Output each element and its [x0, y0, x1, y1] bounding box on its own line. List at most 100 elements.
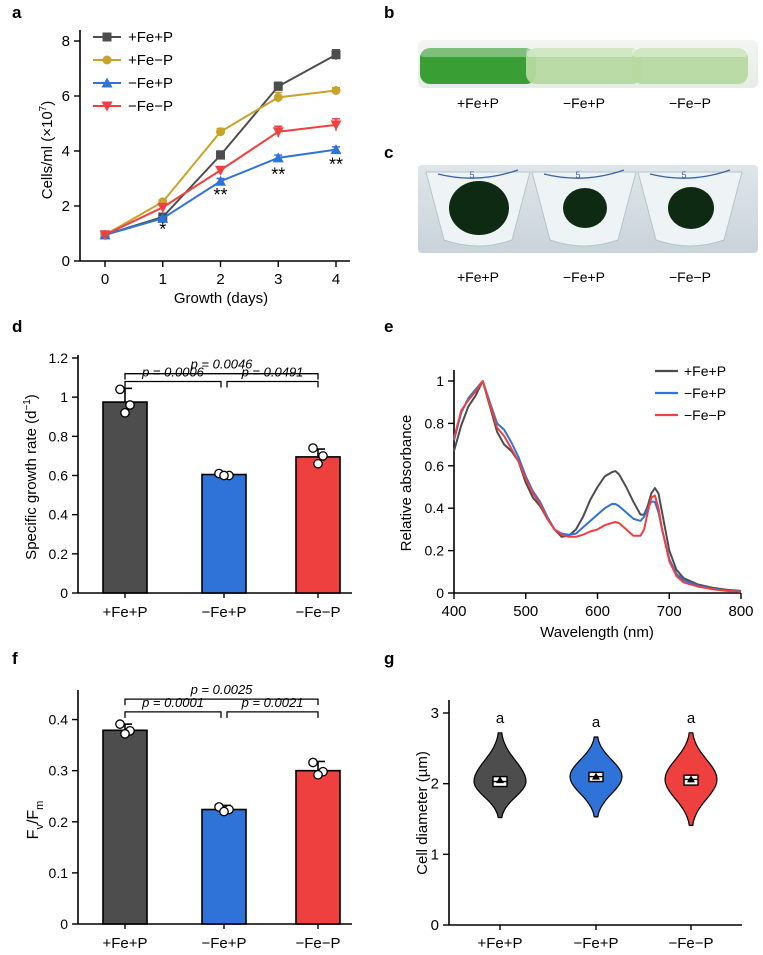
y-tick-label: 0 — [431, 917, 439, 934]
replicate-point — [313, 769, 323, 780]
panel-letter-b: b — [384, 3, 394, 22]
x-tick-label: 1 — [159, 271, 167, 288]
mean-marker — [592, 772, 600, 780]
chart-d: 0 0.2 0.4 0.6 0.8 1 1.2 +Fe+P −Fe+P −Fe−P p = 0.00… — [22, 350, 352, 621]
y-axis-title: Fv/Fm — [25, 801, 46, 840]
panel-letter-a: a — [12, 3, 22, 22]
chart-e: 0 0.2 0.4 0.6 0.8 1 400 500 600 700 800 Wavelength … — [398, 363, 754, 641]
chart-f: 0 0.1 0.2 0.3 0.4 +Fe+P −Fe+P −Fe−P p = 0.0025p … — [25, 682, 352, 952]
replicate-point — [120, 407, 130, 418]
y-tick-label: 6 — [62, 88, 70, 105]
marker-square — [102, 32, 112, 42]
panel-letter-e: e — [384, 317, 393, 336]
flask-highlight — [420, 48, 536, 57]
y-tick-label: 0.4 — [425, 500, 445, 516]
p-value-label: p = 0.0491 — [241, 365, 304, 380]
x-tick-label: 4 — [332, 271, 340, 288]
tube-label: +Fe+P — [457, 269, 499, 285]
flask-label: +Fe+P — [457, 95, 499, 111]
x-tick-label: −Fe+P — [573, 935, 618, 952]
y-tick-label: 1.2 — [49, 350, 69, 366]
comparison-bracket — [226, 711, 319, 718]
marker-triangle-down — [101, 101, 113, 112]
marker-triangle-up — [272, 152, 284, 163]
y-axis-title-sub: v — [34, 824, 46, 830]
legend-label: +Fe+P — [684, 363, 726, 379]
replicate-point — [125, 400, 135, 410]
significance-mark: ** — [213, 185, 227, 205]
marker-triangle-down — [330, 120, 342, 131]
flask-culture — [420, 48, 536, 84]
significance-letter: a — [592, 714, 601, 731]
significance-mark: ** — [271, 164, 285, 184]
y-tick-label: 0 — [60, 585, 68, 601]
bar — [102, 729, 148, 925]
series-−Fe−P — [99, 118, 342, 241]
replicate-point — [318, 451, 328, 461]
marker-square — [273, 81, 283, 91]
y-tick-label: 2 — [431, 776, 439, 793]
y-tick-label: 1 — [431, 846, 439, 863]
bar — [102, 401, 148, 594]
marker-circle — [273, 92, 283, 102]
p-value-label: p = 0.0006 — [141, 365, 205, 380]
legend-label: −Fe+P — [684, 385, 726, 401]
tube-graduation-line — [437, 169, 519, 179]
bar — [201, 473, 247, 594]
legend-label: +Fe+P — [128, 29, 173, 46]
y-tick-label: 0.1 — [49, 865, 69, 881]
tube-label: −Fe−P — [669, 269, 711, 285]
tube-graduation-number: 5 — [575, 170, 580, 180]
significance-mark: ** — [329, 155, 343, 175]
x-tick-label: 500 — [513, 603, 538, 620]
x-tick-label: −Fe−P — [295, 935, 340, 952]
cell-pellet — [563, 188, 607, 228]
flask-culture — [632, 48, 748, 84]
tube-graduation-number: 5 — [469, 170, 474, 180]
marker-circle — [216, 127, 225, 137]
x-axis-title: Wavelength (nm) — [540, 624, 654, 641]
y-axis-title-sup: 7 — [38, 105, 49, 111]
y-axis-title-sup: −1 — [22, 399, 33, 411]
y-tick-label: 2 — [62, 198, 70, 215]
x-tick-label: 700 — [657, 603, 682, 620]
bar — [295, 456, 341, 594]
y-tick-label: 0.8 — [425, 415, 445, 431]
marker-triangle-up — [101, 77, 113, 88]
x-tick-label: −Fe+P — [201, 604, 246, 621]
marker-triangle-up — [157, 212, 169, 223]
flask-label: −Fe+P — [563, 95, 605, 111]
comparison-bracket — [124, 373, 319, 380]
replicate-point — [120, 729, 130, 739]
marker-triangle-down — [215, 165, 226, 176]
marker-square — [216, 150, 225, 160]
x-tick-label: +Fe+P — [477, 935, 522, 952]
p-value-label: p = 0.0025 — [190, 682, 254, 697]
y-tick-label: 4 — [62, 143, 70, 160]
flask-culture — [526, 48, 642, 84]
y-tick-label: 0.4 — [49, 712, 69, 728]
y-tick-label: 0.2 — [49, 546, 69, 562]
y-tick-label: 0.4 — [49, 507, 69, 523]
panel-letter-d: d — [12, 317, 22, 336]
flask-highlight — [632, 48, 748, 57]
marker-triangle-down — [157, 202, 169, 213]
comparison-bracket — [124, 698, 319, 706]
cell-pellet — [449, 181, 509, 235]
flask-label: −Fe−P — [669, 95, 711, 111]
marker-circle — [331, 86, 341, 95]
y-tick-label: 1 — [436, 373, 444, 389]
replicate-point — [308, 443, 318, 453]
x-tick-label: 400 — [441, 603, 466, 620]
significance-letter: a — [687, 710, 696, 727]
y-tick-label: 0.6 — [425, 458, 445, 474]
bar — [295, 769, 341, 925]
mean-marker — [496, 776, 504, 784]
p-value-label: p = 0.0021 — [241, 695, 304, 710]
replicate-point — [115, 384, 125, 395]
comparison-bracket — [124, 711, 222, 718]
marker-square — [331, 50, 341, 60]
x-tick-label: +Fe+P — [102, 935, 147, 952]
